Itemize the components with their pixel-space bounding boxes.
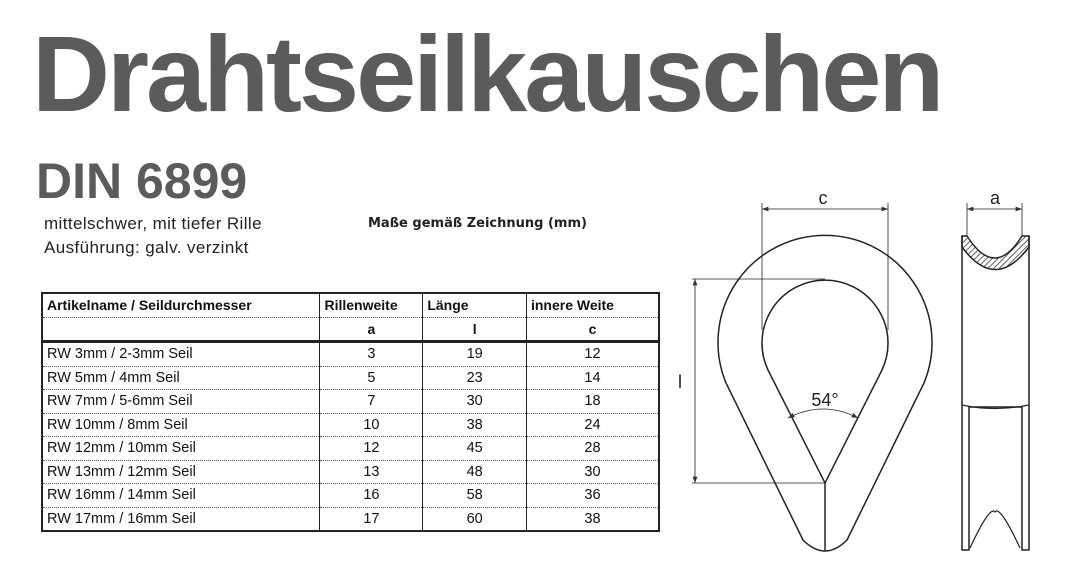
symbol-l: l <box>422 317 527 343</box>
cell-l: 23 <box>422 366 527 390</box>
cell-name: RW 5mm / 4mm Seil <box>41 366 320 390</box>
cell-name: RW 12mm / 10mm Seil <box>41 436 320 461</box>
cell-a: 5 <box>319 366 423 390</box>
cell-c: 24 <box>525 413 659 437</box>
cell-c: 18 <box>525 389 659 414</box>
thimble-front-view <box>717 234 933 552</box>
cell-name: RW 3mm / 2-3mm Seil <box>41 341 320 367</box>
thimble-side-view <box>961 235 1030 551</box>
dimension-l <box>692 278 825 484</box>
cell-a: 7 <box>319 389 423 414</box>
cell-l: 19 <box>422 341 527 367</box>
angle-arc <box>787 408 859 419</box>
table-row: RW 13mm / 12mm Seil 13 48 30 <box>41 460 659 484</box>
cell-a: 10 <box>319 413 423 437</box>
dimension-c <box>761 203 889 330</box>
table-row: RW 16mm / 14mm Seil 16 58 36 <box>41 483 659 508</box>
spec-table: Artikelname / Seildurchmesser Rillenweit… <box>41 292 660 532</box>
cell-name: RW 10mm / 8mm Seil <box>41 413 320 437</box>
cell-l: 48 <box>422 460 527 484</box>
dimension-a <box>966 203 1023 236</box>
label-a: a <box>990 188 1001 208</box>
cell-l: 38 <box>422 413 527 437</box>
cell-a: 17 <box>319 507 423 532</box>
symbol-c: c <box>525 317 659 343</box>
cell-a: 16 <box>319 483 423 508</box>
cell-l: 58 <box>422 483 527 508</box>
cell-l: 60 <box>422 507 527 532</box>
description-line: Ausführung: galv. verzinkt <box>44 238 249 257</box>
cell-c: 30 <box>525 460 659 484</box>
description-line: mittelschwer, mit tiefer Rille <box>44 214 262 233</box>
cell-c: 38 <box>525 507 659 532</box>
cell-c: 12 <box>525 341 659 367</box>
symbol-a: a <box>319 317 423 343</box>
standard-subtitle: DIN 6899 <box>36 153 248 209</box>
table-row: RW 3mm / 2-3mm Seil 3 19 12 <box>41 341 659 367</box>
page-title: Drahtseilkauschen <box>32 13 944 134</box>
symbol-empty <box>41 317 320 343</box>
cell-name: RW 16mm / 14mm Seil <box>41 483 320 508</box>
table-row: RW 7mm / 5-6mm Seil 7 30 18 <box>41 389 659 414</box>
cell-name: RW 13mm / 12mm Seil <box>41 460 320 484</box>
table-row: RW 17mm / 16mm Seil 17 60 38 <box>41 507 659 532</box>
header-length: Länge <box>422 293 527 318</box>
table-row: RW 12mm / 10mm Seil 12 45 28 <box>41 436 659 461</box>
label-angle: 54° <box>811 390 838 410</box>
cell-a: 13 <box>319 460 423 484</box>
table-row: RW 5mm / 4mm Seil 5 23 14 <box>41 366 659 390</box>
cell-l: 45 <box>422 436 527 461</box>
header-name: Artikelname / Seildurchmesser <box>41 293 320 318</box>
cell-name: RW 7mm / 5-6mm Seil <box>41 389 320 414</box>
label-c: c <box>819 188 828 208</box>
cell-name: RW 17mm / 16mm Seil <box>41 507 320 532</box>
header-groove-width: Rillenweite <box>319 293 423 318</box>
table-row: RW 10mm / 8mm Seil 10 38 24 <box>41 413 659 437</box>
label-l: l <box>678 372 682 392</box>
cell-l: 30 <box>422 389 527 414</box>
cell-c: 28 <box>525 436 659 461</box>
cell-c: 36 <box>525 483 659 508</box>
header-inner-width: innere Weite <box>525 293 659 318</box>
cell-c: 14 <box>525 366 659 390</box>
dimensions-note: Maße gemäß Zeichnung (mm) <box>368 216 587 231</box>
cell-a: 3 <box>319 341 423 367</box>
cell-a: 12 <box>319 436 423 461</box>
